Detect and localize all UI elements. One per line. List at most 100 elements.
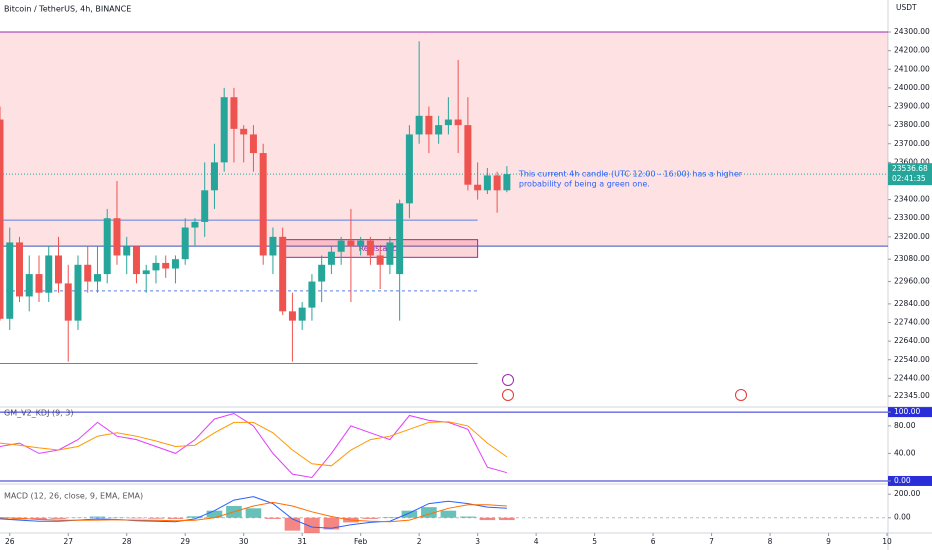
annotation: probability of being a green one. xyxy=(519,180,650,189)
x-tick-label: 30 xyxy=(239,537,249,546)
histogram-bar xyxy=(31,517,47,520)
candle-body xyxy=(279,236,287,312)
x-tick-label: 26 xyxy=(5,537,15,546)
zone xyxy=(0,32,888,247)
macd-title: MACD (12, 26, close, 9, EMA, EMA) xyxy=(4,492,143,501)
histogram-bar xyxy=(382,517,398,518)
y-tick-label: 23800.00 xyxy=(894,120,930,129)
candle-body xyxy=(230,97,238,129)
x-tick-label: 28 xyxy=(122,537,132,546)
candle-body xyxy=(474,184,482,191)
x-tick-label: 9 xyxy=(826,537,831,546)
candle-body xyxy=(483,175,491,191)
y-tick-label: 0.00 xyxy=(894,476,911,485)
x-tick-label: 8 xyxy=(768,537,773,546)
candle-body xyxy=(347,240,355,247)
histogram-bar xyxy=(245,508,262,518)
histogram-bar xyxy=(323,517,340,530)
candle-body xyxy=(103,218,111,275)
x-tick-label: 5 xyxy=(592,537,597,546)
indicator-line xyxy=(0,412,508,479)
x-tick-label: 27 xyxy=(63,537,73,546)
candle-body xyxy=(152,262,160,271)
candle-body xyxy=(288,311,296,321)
candle-body xyxy=(493,175,501,191)
candle-body xyxy=(84,264,92,282)
histogram-bar xyxy=(128,517,145,519)
histogram-bar xyxy=(148,517,164,519)
candle-body xyxy=(181,227,189,260)
candle-body xyxy=(376,255,384,265)
candle-body xyxy=(464,125,472,185)
candle-body xyxy=(64,283,72,321)
tick-badge xyxy=(888,407,932,418)
candle-body xyxy=(503,174,511,191)
y-tick-label: 22840.00 xyxy=(894,299,930,308)
x-tick-label: 31 xyxy=(297,537,307,546)
candle-body xyxy=(191,221,199,228)
event-icon[interactable] xyxy=(502,374,747,401)
icon xyxy=(502,374,514,386)
indicator-line xyxy=(0,421,508,467)
chart-title: Bitcoin / TetherUS, 4h, BINANCE xyxy=(4,5,131,14)
y-tick-label: 22345.00 xyxy=(894,391,930,400)
y-tick-label: 24300.00 xyxy=(894,27,930,36)
candle-body xyxy=(171,259,179,269)
candle-body xyxy=(123,246,131,256)
last-price-badge xyxy=(888,163,932,186)
y-tick-label: 22740.00 xyxy=(894,318,930,327)
x-tick-label: 3 xyxy=(475,537,480,546)
candle-body xyxy=(6,242,14,319)
y-tick-label: 23700.00 xyxy=(894,139,930,148)
histogram-bar xyxy=(401,510,418,518)
histogram-bar xyxy=(440,510,457,518)
tick-badge xyxy=(888,475,932,486)
histogram-bar xyxy=(479,517,496,521)
candle-body xyxy=(327,251,335,265)
histogram-bar xyxy=(167,517,184,519)
histogram-bar xyxy=(265,517,281,519)
candle-body xyxy=(93,274,101,282)
candle-body xyxy=(308,281,316,308)
candle-body xyxy=(405,134,413,204)
y-tick-label: 22540.00 xyxy=(894,355,930,364)
y-tick-label: 40.00 xyxy=(894,448,916,457)
candle-body xyxy=(113,218,121,256)
candle-body xyxy=(201,190,209,222)
candle-body xyxy=(298,307,306,321)
x-tick-label: 7 xyxy=(709,537,714,546)
candle-body xyxy=(249,134,257,154)
candle-body xyxy=(35,274,43,293)
candle-body xyxy=(435,125,443,135)
x-tick-label: 4 xyxy=(534,537,539,546)
countdown-label: 02:41:35 xyxy=(892,174,926,183)
y-tick-label: 100.00 xyxy=(894,407,920,416)
icon xyxy=(735,389,747,401)
x-tick-label: 2 xyxy=(417,537,422,546)
x-tick-label: Feb xyxy=(354,537,368,546)
histogram-bar xyxy=(460,516,476,518)
candle-body xyxy=(366,240,374,256)
candle-body xyxy=(337,240,345,252)
candle-body xyxy=(386,242,394,265)
histogram-bar xyxy=(499,517,515,521)
currency-label: USDT xyxy=(896,3,917,12)
y-tick-label: 23400.00 xyxy=(894,195,930,204)
candle-body xyxy=(357,240,365,247)
candle-body xyxy=(25,274,33,297)
candle-body xyxy=(132,246,140,275)
candle-body xyxy=(210,162,218,191)
candle-body xyxy=(74,264,82,321)
candle-body xyxy=(15,242,23,297)
y-tick-label: 23300.00 xyxy=(894,213,930,222)
histogram-bar xyxy=(50,517,67,519)
y-tick-label: 24200.00 xyxy=(894,46,930,55)
y-tick-label: 80.00 xyxy=(894,421,916,430)
y-tick-label: 24000.00 xyxy=(894,83,930,92)
histogram-bar xyxy=(304,517,320,533)
candle-body xyxy=(142,270,150,275)
y-tick-label: 23600.00 xyxy=(894,157,930,166)
kdj-title: GM_V2_KDJ (9, 3) xyxy=(4,409,73,418)
icon xyxy=(502,389,514,401)
